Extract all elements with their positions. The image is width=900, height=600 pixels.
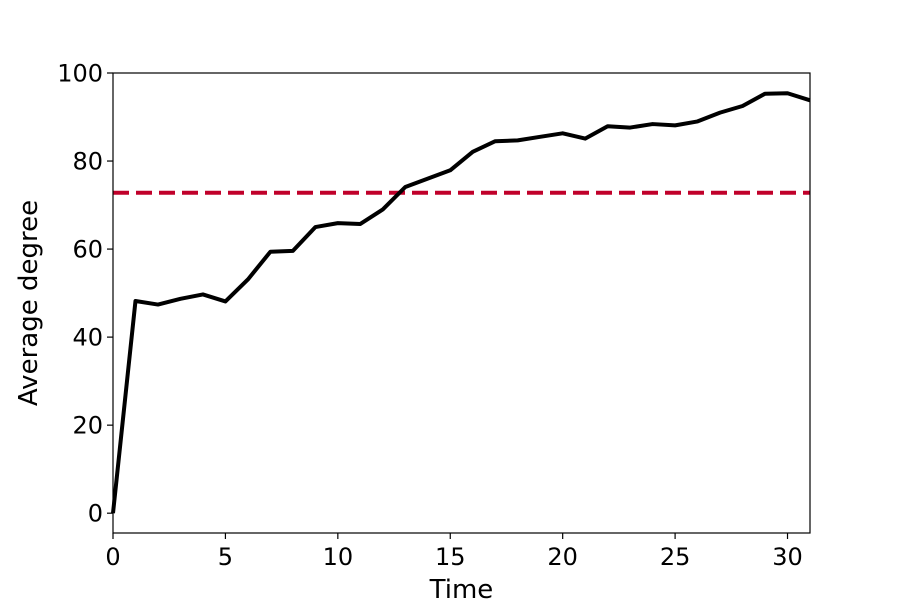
series-line-0: [111, 91, 811, 514]
x-tick-label: 15: [435, 543, 466, 571]
x-tick-label: 0: [105, 543, 120, 571]
x-tick-label: 5: [218, 543, 233, 571]
x-axis-label: Time: [429, 575, 494, 600]
y-tick-label: 80: [72, 148, 103, 176]
y-tick-label: 0: [88, 500, 103, 528]
y-tick-label: 100: [57, 60, 103, 88]
x-tick-label: 10: [323, 543, 354, 571]
x-tick-label: 20: [547, 543, 578, 571]
plot-area: [111, 91, 811, 514]
y-tick-label: 20: [72, 412, 103, 440]
y-axis-label: Average degree: [14, 200, 44, 406]
y-tick-label: 40: [72, 324, 103, 352]
x-tick-label: 30: [772, 543, 803, 571]
y-tick-label: 60: [72, 236, 103, 264]
y-axis: 0 20 40 60 80 100: [57, 60, 113, 528]
x-axis: 0 5 10 15 20 25 30: [105, 533, 803, 571]
axes-frame: [112, 72, 811, 534]
x-tick-label: 25: [660, 543, 691, 571]
